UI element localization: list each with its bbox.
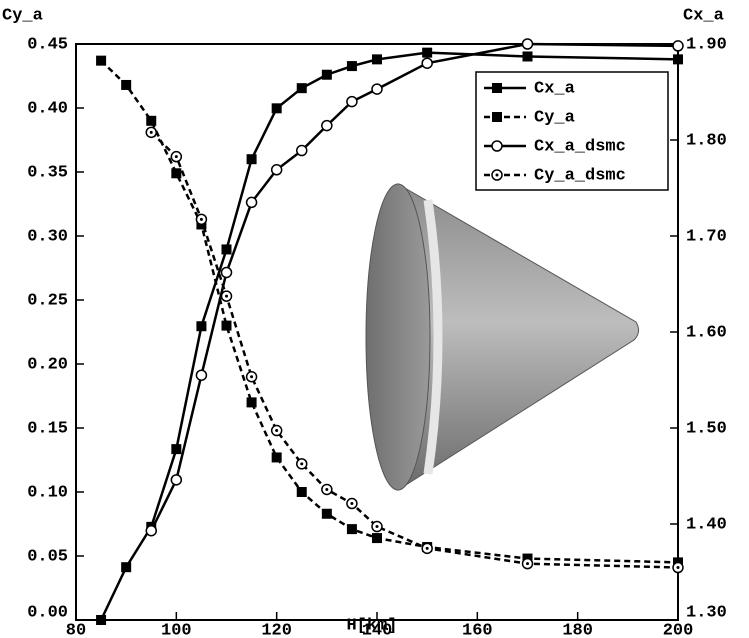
marker xyxy=(523,51,533,61)
x-tick-label: 200 xyxy=(663,621,694,638)
marker xyxy=(171,168,181,178)
page: {"chart_data": {"type": "line", "ylabel"… xyxy=(0,0,749,638)
y-tick-label: 0.10 xyxy=(27,483,68,502)
y-tick-label: 0.00 xyxy=(27,603,68,622)
marker xyxy=(146,116,156,126)
x-tick-label: 120 xyxy=(261,621,292,638)
marker xyxy=(492,83,502,93)
y-tick-label: 0.05 xyxy=(27,547,68,566)
marker xyxy=(121,80,131,90)
x-tick-label: 100 xyxy=(161,621,192,638)
marker-dot xyxy=(275,429,278,432)
marker xyxy=(347,524,357,534)
marker-dot xyxy=(250,375,253,378)
marker xyxy=(322,70,332,80)
marker xyxy=(247,397,257,407)
chart: Cy_a Cx_a H[km] 801001201401601802000.00… xyxy=(0,0,749,638)
marker xyxy=(673,54,683,64)
y2-tick-label: 1.80 xyxy=(686,131,727,150)
y-tick-label: 0.40 xyxy=(27,99,68,118)
marker xyxy=(372,84,382,94)
y-tick-label: 0.25 xyxy=(27,291,68,310)
x-tick-label: 140 xyxy=(362,621,393,638)
legend-label: Cx_a xyxy=(534,79,575,98)
marker-dot xyxy=(376,525,379,528)
marker xyxy=(121,562,131,572)
x-tick-label: 180 xyxy=(562,621,593,638)
y2-tick-label: 1.30 xyxy=(686,603,727,622)
marker xyxy=(96,615,106,625)
y-axis-label: Cy_a xyxy=(2,6,43,25)
marker xyxy=(492,112,502,122)
marker-dot xyxy=(300,462,303,465)
y-tick-label: 0.20 xyxy=(27,355,68,374)
marker xyxy=(673,41,683,51)
marker xyxy=(422,48,432,58)
marker xyxy=(196,321,206,331)
marker-dot xyxy=(350,502,353,505)
marker xyxy=(372,533,382,543)
marker-dot xyxy=(496,174,499,177)
y2-axis-label: Cx_a xyxy=(683,6,724,25)
marker-dot xyxy=(426,547,429,550)
marker xyxy=(247,197,257,207)
y2-tick-label: 1.90 xyxy=(686,35,727,54)
y2-tick-label: 1.40 xyxy=(686,515,727,534)
x-tick-label: 80 xyxy=(66,621,86,638)
y2-tick-label: 1.60 xyxy=(686,323,727,342)
marker xyxy=(96,56,106,66)
y2-tick-label: 1.50 xyxy=(686,419,727,438)
legend-label: Cy_a_dsmc xyxy=(534,166,626,185)
legend-label: Cx_a_dsmc xyxy=(534,137,626,156)
y2-tick-label: 1.70 xyxy=(686,227,727,246)
marker-dot xyxy=(526,562,529,565)
marker xyxy=(196,370,206,380)
y-tick-label: 0.45 xyxy=(27,35,68,54)
marker xyxy=(222,244,232,254)
marker xyxy=(247,154,257,164)
marker xyxy=(171,444,181,454)
marker xyxy=(347,97,357,107)
marker xyxy=(347,61,357,71)
marker xyxy=(222,321,232,331)
marker xyxy=(297,146,307,156)
marker xyxy=(297,83,307,93)
marker xyxy=(272,165,282,175)
marker xyxy=(322,509,332,519)
marker-dot xyxy=(200,218,203,221)
y-tick-label: 0.35 xyxy=(27,163,68,182)
marker xyxy=(523,39,533,49)
marker xyxy=(492,141,502,151)
cone-image xyxy=(366,184,639,490)
marker-dot xyxy=(677,566,680,569)
marker xyxy=(297,487,307,497)
marker-dot xyxy=(225,295,228,298)
marker xyxy=(146,526,156,536)
x-tick-label: 160 xyxy=(462,621,493,638)
marker-dot xyxy=(175,155,178,158)
y-tick-label: 0.15 xyxy=(27,419,68,438)
marker xyxy=(272,452,282,462)
y-tick-label: 0.30 xyxy=(27,227,68,246)
marker xyxy=(272,103,282,113)
marker xyxy=(222,267,232,277)
marker-dot xyxy=(150,131,153,134)
marker xyxy=(422,58,432,68)
legend-label: Cy_a xyxy=(534,108,575,127)
marker xyxy=(171,475,181,485)
marker-dot xyxy=(325,488,328,491)
marker xyxy=(372,54,382,64)
marker xyxy=(322,121,332,131)
